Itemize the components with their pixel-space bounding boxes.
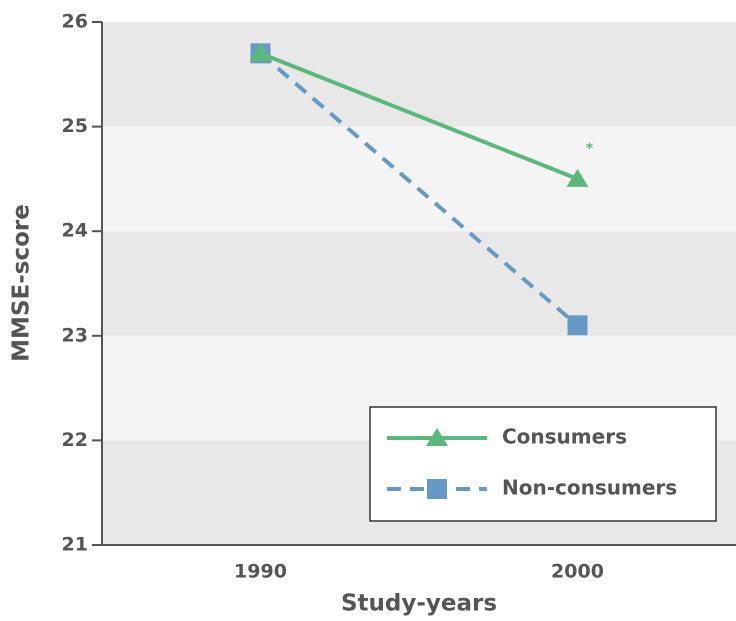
series-line: [259, 51, 579, 181]
axes: 21 22 23 24 25 26 1990 2000: [62, 11, 736, 583]
annotation: *: [586, 141, 594, 157]
legend-box: [369, 406, 717, 522]
point-marker: [567, 315, 588, 336]
point-marker: [566, 168, 589, 187]
background-band: [102, 231, 736, 336]
y-tick-label: 22: [62, 429, 88, 451]
legend-marker: [426, 428, 448, 446]
legend-marker: [427, 479, 447, 499]
x-tick-label: 1990: [234, 561, 287, 583]
legend-label: Non-consumers: [502, 476, 677, 500]
legend-label: Consumers: [502, 425, 627, 449]
y-axis-title: MMSE-score: [9, 204, 35, 362]
y-tick-label: 26: [62, 11, 88, 33]
series: [249, 43, 589, 187]
y-tick-label: 24: [62, 220, 88, 242]
y-tick-label: 25: [62, 115, 88, 137]
y-tick-label: 23: [62, 324, 88, 346]
x-axis-title: Study-years: [341, 591, 497, 617]
background-band: [102, 126, 736, 232]
point-marker: [249, 43, 272, 62]
y-tick-label: 21: [62, 534, 88, 556]
x-tick-label: 2000: [551, 561, 604, 583]
series-line: [259, 51, 579, 327]
background-band: [102, 22, 736, 127]
legend: Consumers Non-consumers: [369, 406, 717, 522]
plot-background: [102, 22, 736, 545]
